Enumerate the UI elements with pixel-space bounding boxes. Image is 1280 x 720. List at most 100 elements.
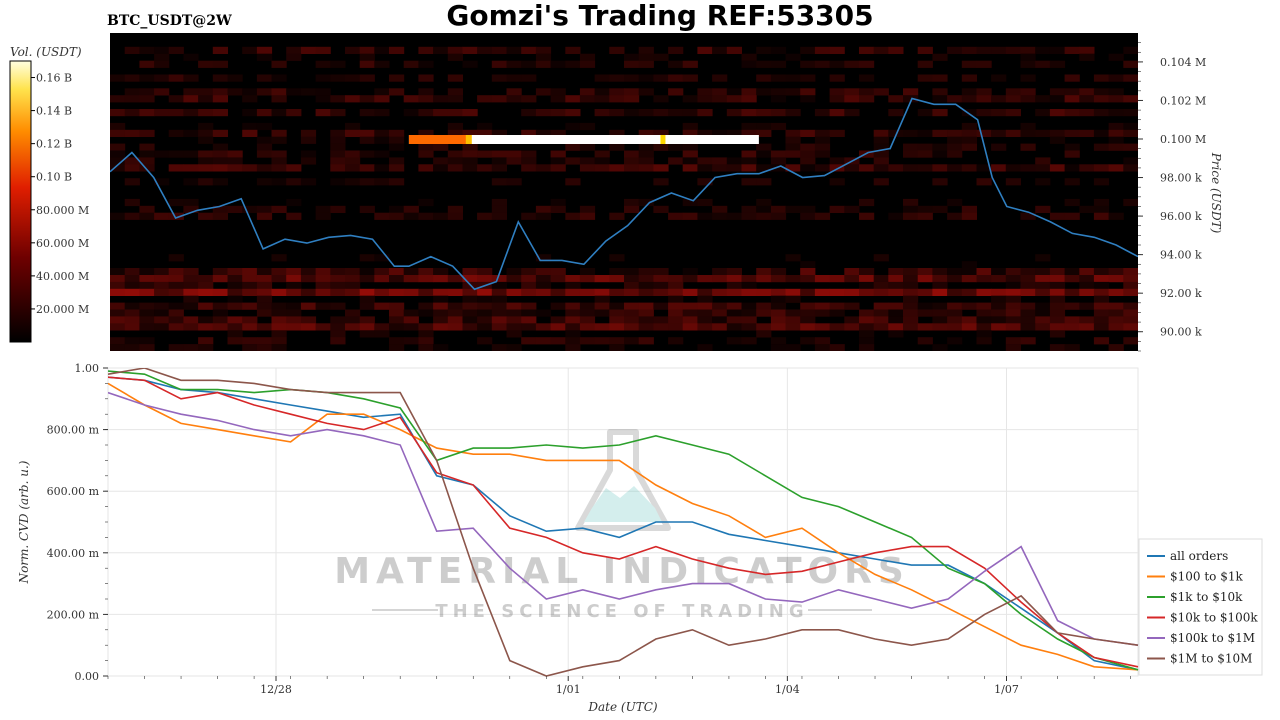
- heatmap-cell: [947, 143, 963, 151]
- heatmap-cell: [462, 316, 478, 324]
- heatmap-cell: [668, 212, 684, 220]
- heatmap-cell: [447, 122, 463, 131]
- heatmap-cell: [712, 95, 728, 103]
- heatmap-cell: [198, 60, 214, 68]
- heatmap-cell: [286, 46, 302, 54]
- heatmap-cell: [829, 60, 845, 68]
- heatmap-cell: [256, 288, 273, 296]
- heatmap-cell: [1049, 60, 1066, 68]
- heatmap-cell: [433, 212, 449, 220]
- heatmap-cell: [873, 316, 889, 324]
- heatmap-cell: [917, 205, 933, 213]
- heatmap-cell: [1093, 95, 1110, 103]
- heatmap-cell: [374, 60, 390, 68]
- heatmap-cell: [888, 302, 904, 310]
- heatmap-cell: [785, 136, 801, 144]
- heatmap-cell: [888, 288, 904, 296]
- heatmap-cell: [785, 74, 801, 82]
- heatmap-cell: [359, 60, 375, 68]
- heatmap-cell: [1035, 60, 1051, 68]
- heatmap-cell: [139, 46, 155, 54]
- cvd-x-tick-label: 12/28: [260, 683, 292, 696]
- heatmap-cell: [374, 178, 390, 186]
- heatmap-cell: [183, 302, 199, 310]
- heatmap-cell: [154, 60, 170, 68]
- heatmap-cell: [139, 143, 155, 151]
- heatmap-cell: [682, 323, 698, 331]
- heatmap-cell: [1079, 88, 1095, 96]
- heatmap-cell: [668, 109, 684, 117]
- heatmap-cell: [359, 302, 375, 310]
- heatmap-cell: [1005, 344, 1021, 351]
- heatmap-cell: [726, 275, 742, 283]
- heatmap-cell: [168, 109, 184, 117]
- heatmap-cell: [638, 129, 654, 137]
- heatmap-cell: [609, 95, 625, 103]
- heatmap-cell: [374, 164, 390, 172]
- heatmap-cell: [286, 164, 302, 172]
- heatmap-cell: [682, 302, 698, 310]
- heatmap-cell: [242, 344, 258, 351]
- heatmap-cell: [315, 323, 331, 331]
- heatmap-cell: [565, 157, 581, 165]
- heatmap-cell: [418, 129, 434, 137]
- heatmap-cell: [741, 212, 757, 220]
- heatmap-cell: [917, 129, 933, 137]
- heatmap-cell: [697, 212, 713, 220]
- heatmap-cell: [433, 275, 449, 283]
- heatmap-cell: [917, 46, 933, 54]
- heatmap-cell: [712, 212, 728, 220]
- heatmap-cell: [976, 323, 992, 331]
- heatmap-cell: [859, 330, 875, 338]
- heatmap-cell: [227, 157, 243, 165]
- heatmap-cell: [462, 323, 478, 331]
- heatmap-cell: [433, 268, 449, 276]
- heatmap-cell: [594, 150, 610, 158]
- colorbar-tick-label: 0.14 B: [36, 105, 72, 118]
- heatmap-cell: [154, 316, 170, 324]
- heatmap-cell: [359, 205, 375, 213]
- heatmap-cell: [1093, 316, 1110, 324]
- heatmap-cell: [859, 337, 875, 345]
- heatmap-cell: [756, 205, 772, 213]
- heatmap-cell: [682, 316, 698, 324]
- heatmap-cell: [800, 164, 816, 172]
- heatmap-cell: [653, 323, 669, 331]
- heatmap-cell: [1093, 275, 1110, 283]
- heatmap-cell: [359, 288, 375, 296]
- heatmap-cell: [991, 295, 1007, 303]
- heatmap-cell: [271, 157, 287, 165]
- heatmap-cell: [741, 60, 757, 68]
- heatmap-cell: [859, 74, 875, 82]
- heatmap-cell: [154, 74, 170, 82]
- heatmap-cell: [873, 46, 889, 54]
- heatmap-cell: [961, 143, 977, 151]
- heatmap-cell: [1123, 316, 1138, 324]
- heatmap-cell: [961, 60, 977, 68]
- heatmap-cell: [550, 337, 566, 345]
- heatmap-cell: [139, 164, 155, 172]
- heatmap-cell: [1020, 323, 1036, 331]
- heatmap-cell: [242, 302, 258, 310]
- heatmap-cell: [462, 302, 478, 310]
- heatmap-cell: [624, 323, 640, 331]
- heatmap-cell: [212, 88, 228, 96]
- heatmap-cell: [565, 288, 581, 296]
- heatmap-cell: [418, 109, 434, 117]
- price-tick-label: 92.00 k: [1160, 287, 1202, 300]
- heatmap-cell: [991, 288, 1007, 296]
- heatmap-cell: [359, 136, 375, 144]
- heatmap-cell: [359, 150, 375, 158]
- heatmap-cell: [976, 275, 992, 283]
- heatmap-cell: [903, 275, 919, 283]
- heatmap-cell: [433, 95, 449, 103]
- heatmap-cell: [624, 302, 640, 310]
- heatmap-cell: [330, 150, 346, 158]
- heatmap-cell: [124, 95, 140, 103]
- heatmap-cell: [462, 275, 478, 283]
- heatmap-cell: [1093, 295, 1110, 303]
- heatmap-cell: [1049, 281, 1066, 290]
- heatmap-cell: [565, 143, 581, 151]
- heatmap-cell: [844, 316, 860, 324]
- heatmap-cell: [535, 205, 552, 213]
